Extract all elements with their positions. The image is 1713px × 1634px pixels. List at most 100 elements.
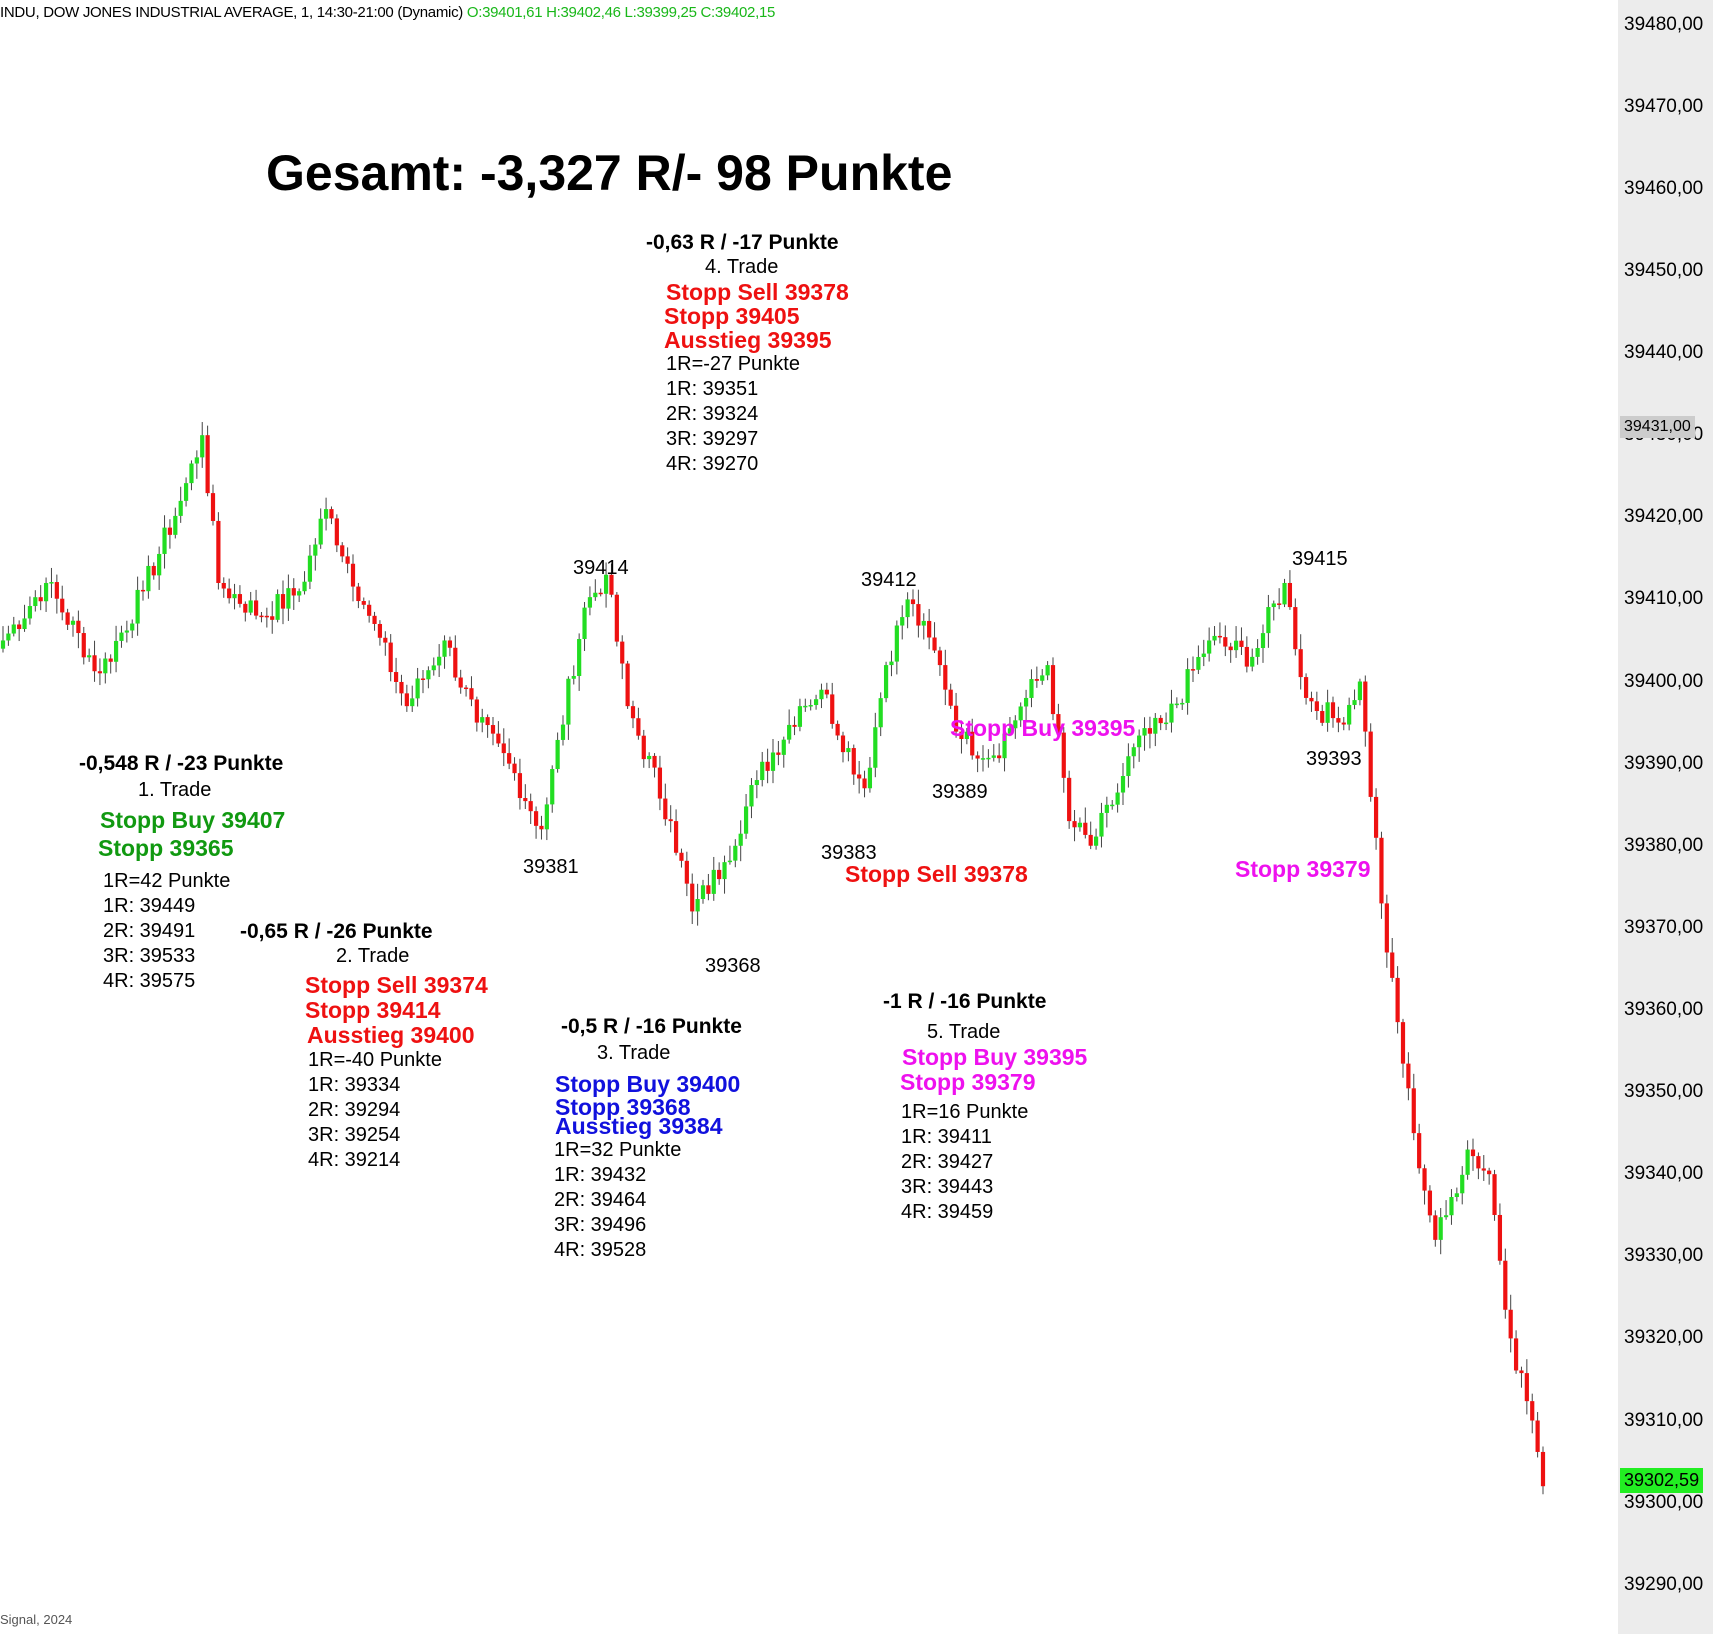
candle-up <box>1271 603 1276 608</box>
candle-down <box>1298 649 1303 678</box>
trade-1-level: 4R: 39575 <box>103 970 196 992</box>
candle-up <box>1347 704 1352 725</box>
candle-down <box>1406 1063 1411 1089</box>
trade-2-level: 1R: 39334 <box>308 1074 401 1096</box>
candle-up <box>275 594 280 620</box>
swing-label: 39368 <box>705 955 761 977</box>
price-axis[interactable] <box>1618 0 1713 1634</box>
candle-down <box>1147 728 1153 734</box>
candle-up <box>1126 756 1131 777</box>
trade-3-signal-1: Stopp Buy 39400 <box>555 1071 741 1097</box>
candle-down <box>216 520 221 583</box>
candle-up <box>157 553 162 576</box>
candle-down <box>517 773 523 799</box>
candle-down <box>830 694 835 724</box>
candle-down <box>528 801 533 812</box>
candle-up <box>577 639 582 676</box>
candle-down <box>367 604 372 616</box>
candle-down <box>345 556 350 564</box>
chart-signal-stopp-buy: Stopp Buy 39395 <box>950 715 1136 741</box>
candle-up <box>560 724 566 740</box>
candle-down <box>253 600 259 616</box>
candle-up <box>1077 822 1083 828</box>
candle-up <box>733 845 738 861</box>
candle-down <box>1341 722 1346 725</box>
candle-up <box>544 804 549 830</box>
candle-up <box>1002 733 1007 759</box>
trade-5-level: 1R=16 Punkte <box>901 1101 1029 1123</box>
candle-up <box>232 594 237 599</box>
candle-down <box>264 615 269 618</box>
candle-down <box>776 752 781 755</box>
trade-3-level: 3R: 39496 <box>554 1214 647 1236</box>
trade-5-signal-1: Stopp Buy 39395 <box>902 1044 1088 1070</box>
candle-up <box>846 748 851 753</box>
candle-down <box>1067 777 1072 822</box>
trade-5-level: 3R: 39443 <box>901 1176 994 1198</box>
candle-up <box>1260 633 1266 649</box>
candle-down <box>1088 834 1093 846</box>
candle-down <box>350 563 356 587</box>
candle-up <box>1169 703 1174 723</box>
candle-up <box>711 869 716 894</box>
candle-up <box>797 706 803 727</box>
trade-5-level: 2R: 39427 <box>901 1151 994 1173</box>
candle-down <box>630 706 636 719</box>
trade-3-result: -0,5 R / -16 Punkte <box>561 1015 742 1038</box>
candle-down <box>706 885 711 894</box>
candle-up <box>1120 776 1126 793</box>
candle-down <box>280 594 286 609</box>
price-tick-label: 39440,00 <box>1624 342 1704 364</box>
candle-up <box>183 483 189 501</box>
candle-up <box>426 670 431 680</box>
candle-down <box>340 545 345 557</box>
candle-down <box>1427 1190 1433 1216</box>
price-tick-label: 39370,00 <box>1624 916 1704 938</box>
candle-down <box>1217 635 1223 638</box>
candle-up <box>571 675 576 679</box>
candle-up <box>1185 669 1190 703</box>
trade-3-level: 1R: 39432 <box>554 1164 647 1186</box>
candle-up <box>1029 679 1034 698</box>
trade-3-level: 2R: 39464 <box>554 1189 647 1211</box>
trade-1-signal-2: Stopp 39365 <box>98 835 234 861</box>
candle-up <box>113 640 119 662</box>
candle-down <box>1287 582 1293 608</box>
trade-2-level: 3R: 39254 <box>308 1124 401 1146</box>
ohlc-readout: O:39401,61 H:39402,46 L:39399,25 C:39402… <box>466 4 776 21</box>
candle-up <box>431 665 436 671</box>
candle-up <box>873 727 878 768</box>
candle-down <box>507 753 512 764</box>
candle-down <box>291 588 296 596</box>
candle-down <box>1379 837 1384 904</box>
candle-up <box>1207 640 1212 654</box>
candle-up <box>70 620 76 625</box>
candle-up <box>593 592 598 598</box>
candle-down <box>1422 1168 1427 1191</box>
candle-down <box>851 748 856 775</box>
trade-1-level: 3R: 39533 <box>103 945 196 967</box>
candle-up <box>749 785 754 807</box>
candle-down <box>641 735 646 760</box>
trade-2-level: 1R=-40 Punkte <box>308 1049 442 1071</box>
candle-up <box>146 565 151 592</box>
price-tick-label: 39340,00 <box>1624 1163 1704 1185</box>
candle-up <box>248 600 253 613</box>
trade-4-name: 4. Trade <box>705 256 779 278</box>
candle-down <box>1476 1156 1481 1169</box>
price-tick-label: 39410,00 <box>1624 588 1704 610</box>
trade-5-level: 4R: 39459 <box>901 1201 994 1223</box>
candle-up <box>781 739 786 755</box>
candle-down <box>975 755 980 759</box>
candle-up <box>722 862 727 880</box>
candle-up <box>808 705 813 707</box>
candle-up <box>1282 582 1287 605</box>
candle-down <box>151 565 156 576</box>
candle-up <box>119 632 124 641</box>
candle-down <box>81 633 86 658</box>
trade-2-name: 2. Trade <box>336 945 410 967</box>
price-tick-label: 39390,00 <box>1624 752 1704 774</box>
swing-label: 39414 <box>573 557 629 579</box>
candles <box>0 422 1546 1495</box>
